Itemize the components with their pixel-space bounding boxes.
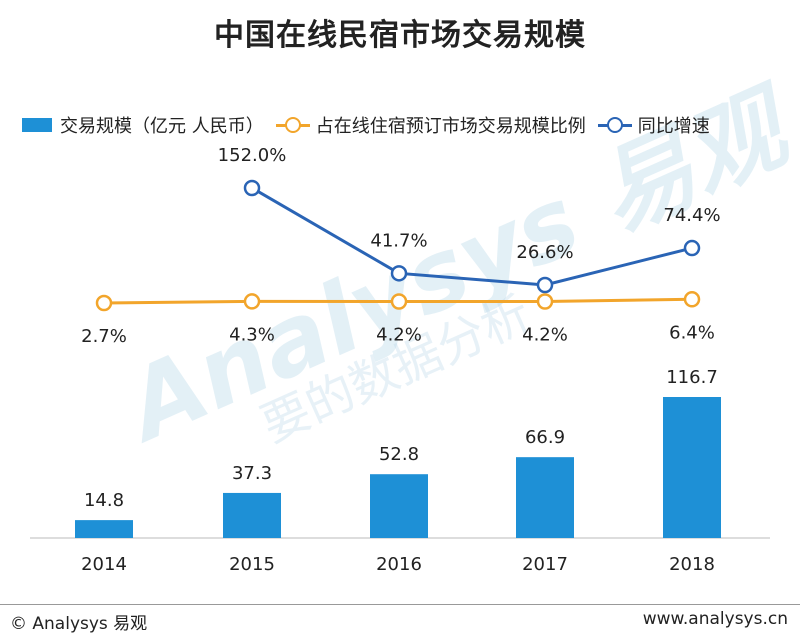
chart-title: 中国在线民宿市场交易规模 — [214, 18, 586, 53]
share-label-2017: 4.2% — [522, 325, 568, 346]
growth-point-2015 — [243, 179, 261, 197]
growth-label-2015: 152.0% — [218, 145, 287, 166]
bar-2017 — [516, 457, 574, 538]
x-tick-label-2014: 2014 — [81, 554, 127, 575]
bar-value-label-2016: 52.8 — [379, 444, 419, 465]
legend-bar-swatch — [22, 118, 52, 132]
legend-line-marker-growth — [597, 117, 632, 133]
bar-2014 — [75, 520, 133, 538]
legend-label-volume: 交易规模（亿元 人民币） — [60, 116, 264, 137]
share-label-2018: 6.4% — [669, 322, 715, 343]
bar-value-label-2014: 14.8 — [84, 490, 124, 511]
share-label-2016: 4.2% — [376, 325, 422, 346]
legend-line-marker-share — [275, 117, 310, 133]
legend-item-growth: 同比增速 — [597, 112, 710, 138]
share-label-2015: 4.3% — [229, 324, 275, 345]
bar-value-label-2017: 66.9 — [525, 427, 565, 448]
bar-2015 — [223, 492, 281, 538]
legend-item-share: 占在线住宿预订市场交易规模比例 — [275, 112, 586, 138]
share-point-2017 — [536, 293, 554, 310]
legend-item-volume: 交易规模（亿元 人民币） — [22, 112, 264, 138]
x-tick-label-2017: 2017 — [522, 554, 568, 575]
growth-point-2018 — [683, 239, 701, 257]
share-point-2014 — [95, 294, 113, 312]
growth-label-2017: 26.6% — [516, 242, 573, 263]
bar-2018 — [663, 397, 721, 538]
growth-label-2016: 41.7% — [370, 230, 427, 251]
growth-point-2016 — [390, 265, 408, 282]
share-label-2014: 2.7% — [81, 326, 127, 347]
share-point-2016 — [390, 293, 408, 310]
growth-point-2017 — [536, 276, 554, 294]
x-tick-label-2015: 2015 — [229, 554, 275, 575]
footer-url: www.analysys.cn — [642, 609, 788, 629]
legend-label-share: 占在线住宿预订市场交易规模比例 — [315, 116, 586, 137]
share-point-2015 — [243, 293, 261, 310]
footer-copyright: © Analysys 易观 — [10, 614, 148, 634]
bar-2016 — [370, 474, 428, 538]
legend-label-growth: 同比增速 — [637, 116, 710, 137]
share-point-2018 — [683, 291, 701, 308]
bar-value-label-2018: 116.7 — [666, 367, 718, 388]
x-tick-label-2016: 2016 — [376, 554, 422, 575]
growth-label-2018: 74.4% — [663, 205, 720, 226]
footer-divider — [0, 604, 800, 605]
bar-value-label-2015: 37.3 — [232, 463, 272, 484]
x-tick-label-2018: 2018 — [669, 554, 715, 575]
growth-series-line — [251, 186, 693, 287]
chart-legend: 交易规模（亿元 人民币） 占在线住宿预订市场交易规模比例 同比增速 — [22, 112, 722, 138]
